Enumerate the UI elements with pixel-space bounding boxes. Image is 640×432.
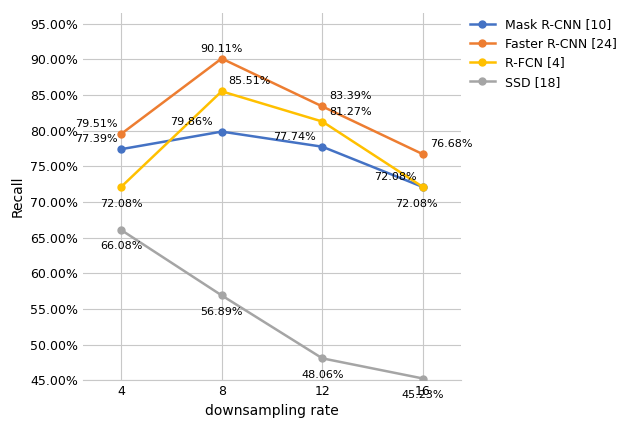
X-axis label: downsampling rate: downsampling rate	[205, 403, 339, 418]
Faster R-CNN [24]	[117, 131, 125, 137]
Line: SSD [18]: SSD [18]	[118, 226, 426, 382]
Line: Mask R-CNN [10]: Mask R-CNN [10]	[118, 128, 426, 191]
Text: 79.51%: 79.51%	[75, 119, 117, 129]
Text: 77.39%: 77.39%	[75, 134, 117, 144]
Legend: Mask R-CNN [10], Faster R-CNN [24], R-FCN [4], SSD [18]: Mask R-CNN [10], Faster R-CNN [24], R-FC…	[465, 13, 621, 94]
Text: 72.08%: 72.08%	[100, 199, 142, 209]
Mask R-CNN [10]	[419, 184, 427, 190]
SSD [18]	[419, 376, 427, 381]
Mask R-CNN [10]	[319, 144, 326, 149]
Text: 48.06%: 48.06%	[301, 370, 344, 380]
Text: 83.39%: 83.39%	[330, 92, 372, 102]
R-FCN [4]	[319, 119, 326, 124]
Mask R-CNN [10]	[117, 146, 125, 152]
Text: 72.08%: 72.08%	[395, 199, 437, 209]
Text: 72.08%: 72.08%	[374, 172, 417, 182]
Line: R-FCN [4]: R-FCN [4]	[118, 88, 426, 191]
Text: 45.23%: 45.23%	[402, 390, 444, 400]
R-FCN [4]	[419, 184, 427, 190]
Y-axis label: Recall: Recall	[11, 176, 25, 217]
Faster R-CNN [24]	[319, 104, 326, 109]
SSD [18]	[319, 356, 326, 361]
Text: 77.74%: 77.74%	[273, 132, 316, 142]
Faster R-CNN [24]	[218, 56, 225, 61]
Text: 76.68%: 76.68%	[430, 140, 472, 149]
Text: 66.08%: 66.08%	[100, 241, 142, 251]
Text: 90.11%: 90.11%	[200, 44, 243, 54]
R-FCN [4]	[218, 89, 225, 94]
Faster R-CNN [24]	[419, 152, 427, 157]
Text: 85.51%: 85.51%	[228, 76, 271, 86]
Mask R-CNN [10]	[218, 129, 225, 134]
Text: 81.27%: 81.27%	[330, 107, 372, 117]
Text: 79.86%: 79.86%	[170, 117, 212, 127]
SSD [18]	[117, 227, 125, 232]
R-FCN [4]	[117, 184, 125, 190]
Text: 56.89%: 56.89%	[200, 307, 243, 317]
SSD [18]	[218, 293, 225, 298]
Line: Faster R-CNN [24]: Faster R-CNN [24]	[118, 55, 426, 158]
